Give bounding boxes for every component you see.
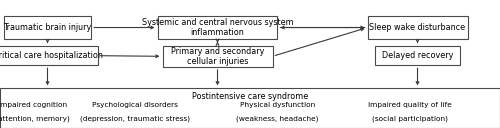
FancyBboxPatch shape — [158, 16, 278, 39]
Text: Impaired quality of life: Impaired quality of life — [368, 102, 452, 108]
Text: Traumatic brain injury: Traumatic brain injury — [4, 23, 92, 32]
Text: Impaired cognition: Impaired cognition — [0, 102, 67, 108]
FancyBboxPatch shape — [162, 46, 272, 67]
Text: Systemic and central nervous system
inflammation: Systemic and central nervous system infl… — [142, 18, 294, 37]
FancyBboxPatch shape — [368, 16, 468, 39]
Text: (attention, memory): (attention, memory) — [0, 115, 70, 122]
Text: (weakness, headache): (weakness, headache) — [236, 115, 319, 122]
Text: Primary and secondary
cellular injuries: Primary and secondary cellular injuries — [171, 47, 264, 66]
Text: Sleep wake disturbance: Sleep wake disturbance — [370, 23, 466, 32]
Text: (depression, traumatic stress): (depression, traumatic stress) — [80, 115, 190, 122]
Text: Postintensive care syndrome: Postintensive care syndrome — [192, 92, 308, 100]
Text: Critical care hospitalization: Critical care hospitalization — [0, 51, 102, 60]
FancyBboxPatch shape — [0, 88, 500, 128]
FancyBboxPatch shape — [0, 46, 98, 65]
Text: (social participation): (social participation) — [372, 115, 448, 122]
FancyBboxPatch shape — [4, 16, 91, 39]
Text: Delayed recovery: Delayed recovery — [382, 51, 453, 60]
Text: Physical dysfunction: Physical dysfunction — [240, 102, 315, 108]
FancyBboxPatch shape — [375, 46, 460, 65]
Text: Psychological disorders: Psychological disorders — [92, 102, 178, 108]
